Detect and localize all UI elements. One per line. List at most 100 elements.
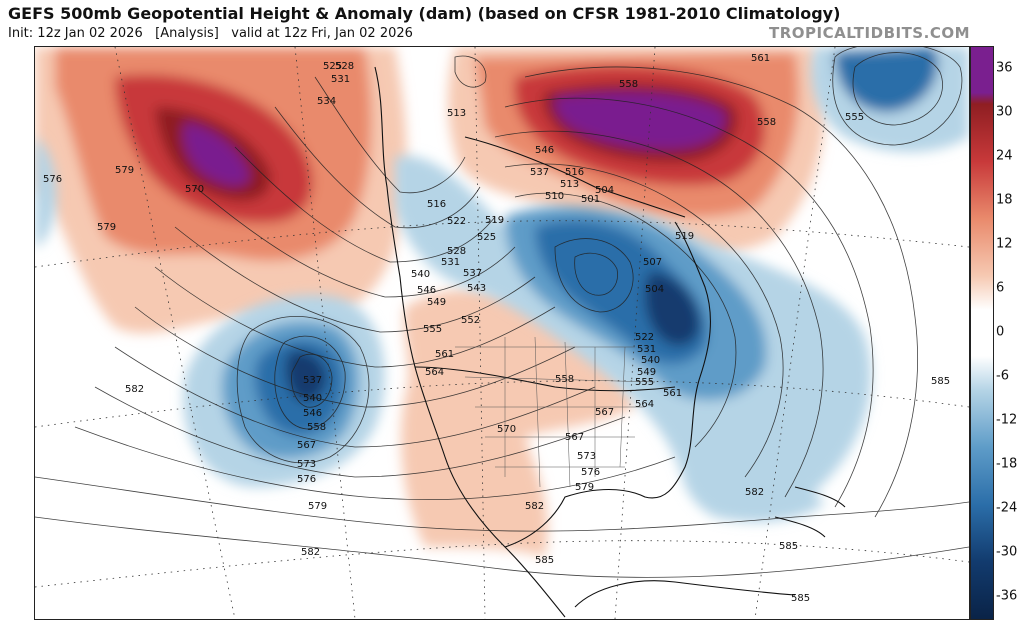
contour-label: 570 <box>185 184 204 195</box>
contour-label: 510 <box>545 191 564 202</box>
contour-label: 540 <box>641 355 660 366</box>
contour-label: 558 <box>619 79 638 90</box>
eastern-trough-core <box>644 272 700 346</box>
pacific-ridge-max <box>183 122 250 187</box>
contour-label: 525 <box>323 61 342 72</box>
contour-label: 582 <box>745 487 764 498</box>
contour-label: 576 <box>297 474 316 485</box>
contour-label: 519 <box>675 231 694 242</box>
contour-label: 576 <box>43 174 62 185</box>
contour-label-layer: 5255285315345765795705795135165195225255… <box>43 53 950 604</box>
contour-label: 585 <box>779 541 798 552</box>
valid-time: valid at 12z Fri, Jan 02 2026 <box>231 26 413 41</box>
chart-subtitle: Init: 12z Jan 02 2026 [Analysis] valid a… <box>8 26 413 41</box>
contour-label: 558 <box>555 374 574 385</box>
contour-label: 579 <box>97 222 116 233</box>
contour-label: 570 <box>497 424 516 435</box>
contour-label: 585 <box>791 593 810 604</box>
colorbar-tick-label: 30 <box>996 104 1013 120</box>
caribbean-cold <box>684 467 825 522</box>
contour-label: 579 <box>308 501 327 512</box>
contour-label: 537 <box>463 268 482 279</box>
anomaly-colorbar <box>970 46 994 620</box>
colorbar-tick-label: -6 <box>996 368 1009 384</box>
pacific-low-core <box>285 350 327 402</box>
contour-label: 573 <box>577 451 596 462</box>
contour-label: 582 <box>125 384 144 395</box>
colorbar-tick-label: 12 <box>996 236 1013 252</box>
contour-label: 546 <box>417 285 436 296</box>
contour-label: 531 <box>637 344 656 355</box>
contour-label: 585 <box>931 376 950 387</box>
contour-label: 513 <box>560 179 579 190</box>
contour-label: 549 <box>637 367 656 378</box>
contour-label: 504 <box>645 284 664 295</box>
contour-label: 546 <box>303 408 322 419</box>
contour-label: 564 <box>425 367 444 378</box>
contour-label: 537 <box>303 375 322 386</box>
colorbar-tick-label: 6 <box>996 280 1005 296</box>
contour-label: 522 <box>635 332 654 343</box>
contour-label: 519 <box>485 215 504 226</box>
contour-label: 522 <box>447 216 466 227</box>
contour-label: 561 <box>751 53 770 64</box>
contour-label: 543 <box>467 283 486 294</box>
contour-label: 528 <box>447 246 466 257</box>
contour-label: 558 <box>757 117 776 128</box>
watermark: TROPICALTIDBITS.COM <box>769 24 970 42</box>
contour-label: 534 <box>317 96 336 107</box>
colorbar-tick-label: 0 <box>996 324 1005 340</box>
colorbar-tick-label: -18 <box>996 456 1018 472</box>
contour-label: 516 <box>565 167 584 178</box>
contour-label: 555 <box>635 377 654 388</box>
coastlines <box>374 66 846 618</box>
contour-label: 555 <box>845 112 864 123</box>
contour-label: 540 <box>411 269 430 280</box>
contour-label: 549 <box>427 297 446 308</box>
contour-label: 558 <box>307 422 326 433</box>
contour-label: 513 <box>447 108 466 119</box>
contour-label: 564 <box>635 399 654 410</box>
contour-label: 525 <box>477 232 496 243</box>
contour-label: 540 <box>303 393 322 404</box>
contour-label: 561 <box>663 388 682 399</box>
far-west-cold-blob <box>35 137 57 247</box>
contour-label: 555 <box>423 324 442 335</box>
colorbar-tick-label: 36 <box>996 60 1013 76</box>
contour-label: 552 <box>461 315 480 326</box>
lat-lon-grid <box>35 47 969 619</box>
contour-label: 501 <box>581 194 600 205</box>
cold-anomaly-layer <box>35 47 969 522</box>
contour-label: 507 <box>643 257 662 268</box>
contour-label: 585 <box>535 555 554 566</box>
colorbar-tick-label: -30 <box>996 544 1018 560</box>
colorbar-tick-label: -36 <box>996 588 1018 604</box>
contour-label: 531 <box>441 257 460 268</box>
contour-label: 516 <box>427 199 446 210</box>
contour-label: 528 <box>335 61 354 72</box>
chart-title: GEFS 500mb Geopotential Height & Anomaly… <box>8 4 841 23</box>
contour-label: 582 <box>525 501 544 512</box>
contour-label: 567 <box>565 432 584 443</box>
political-borders <box>455 336 656 488</box>
init-time: Init: 12z Jan 02 2026 <box>8 26 143 41</box>
contour-label: 573 <box>297 459 316 470</box>
contour-label: 546 <box>535 145 554 156</box>
height-contours <box>35 47 969 578</box>
colorbar-tick-label: -24 <box>996 500 1018 516</box>
colorbar-tick-label: -12 <box>996 412 1018 428</box>
contour-label: 567 <box>297 440 316 451</box>
contour-label: 537 <box>530 167 549 178</box>
anomaly-map: 5255285315345765795705795135165195225255… <box>35 47 969 619</box>
contour-label: 504 <box>595 185 614 196</box>
colorbar-tick-label: 24 <box>996 148 1013 164</box>
contour-label: 579 <box>575 482 594 493</box>
atlantic-low-inner <box>835 47 938 112</box>
contour-label: 567 <box>595 407 614 418</box>
contour-label: 576 <box>581 467 600 478</box>
map-panel: 525 528 531 534 576 579 570 579 513 516 519 522 525 5… <box>34 46 970 620</box>
colorbar-tick-label: 18 <box>996 192 1013 208</box>
contour-label: 582 <box>301 547 320 558</box>
contour-label: 531 <box>331 74 350 85</box>
analysis-tag: [Analysis] <box>155 26 219 41</box>
